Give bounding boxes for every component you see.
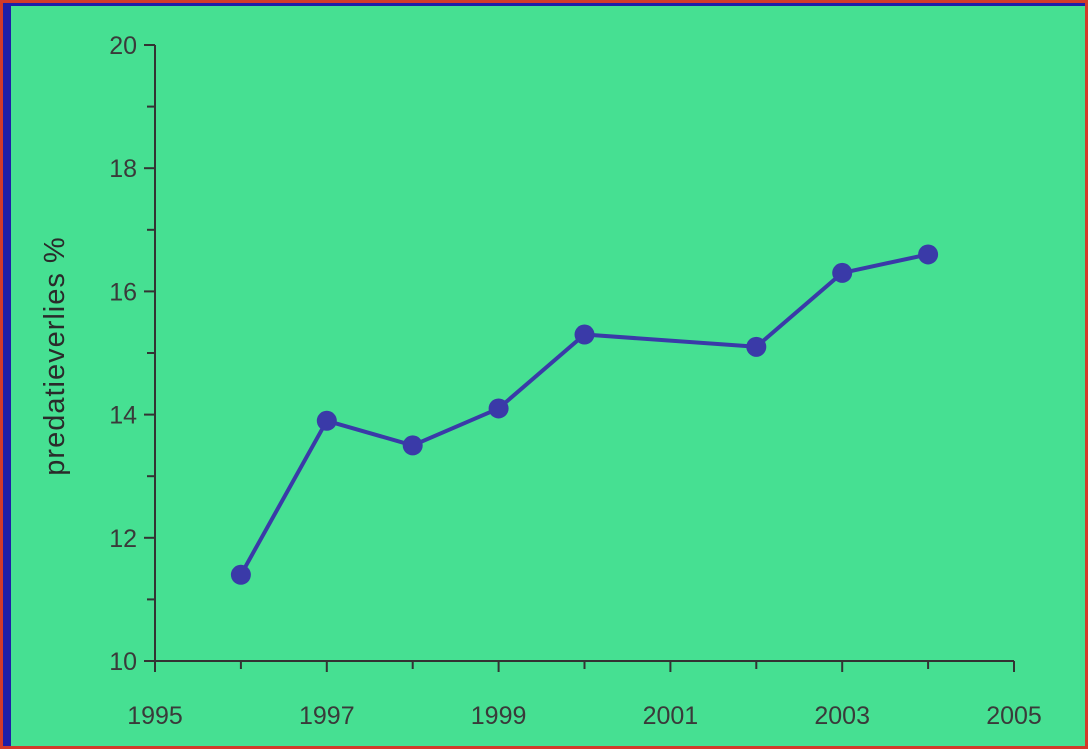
y-tick-label: 10 bbox=[109, 648, 137, 676]
chart-axes: 10 12 14 16 18 20 1995 1997 1999 2001 2003 2005 bbox=[109, 32, 1042, 730]
x-tick-label: 2003 bbox=[814, 702, 870, 730]
y-tick-label: 14 bbox=[109, 402, 137, 430]
x-tick-label: 1997 bbox=[299, 702, 355, 730]
y-tick-label: 18 bbox=[109, 155, 137, 183]
series-line bbox=[239, 252, 929, 576]
x-tick-label: 1995 bbox=[127, 702, 183, 730]
data-point bbox=[230, 564, 251, 585]
data-point bbox=[832, 262, 853, 283]
data-point bbox=[316, 410, 337, 431]
data-point bbox=[402, 435, 423, 456]
x-tick-label: 2001 bbox=[643, 702, 699, 730]
data-point bbox=[488, 398, 509, 419]
y-tick-label: 16 bbox=[109, 278, 137, 306]
chart-background bbox=[11, 6, 1085, 746]
chart-marks bbox=[230, 244, 939, 585]
x-tick-label: 1999 bbox=[471, 702, 527, 730]
y-axis-title: predatieverlies % bbox=[39, 236, 71, 475]
x-tick-label: 2005 bbox=[986, 702, 1042, 730]
y-tick-label: 12 bbox=[109, 525, 137, 553]
data-point bbox=[574, 324, 595, 345]
data-point bbox=[918, 244, 939, 265]
data-point bbox=[746, 336, 767, 357]
y-tick-label: 20 bbox=[109, 32, 137, 60]
